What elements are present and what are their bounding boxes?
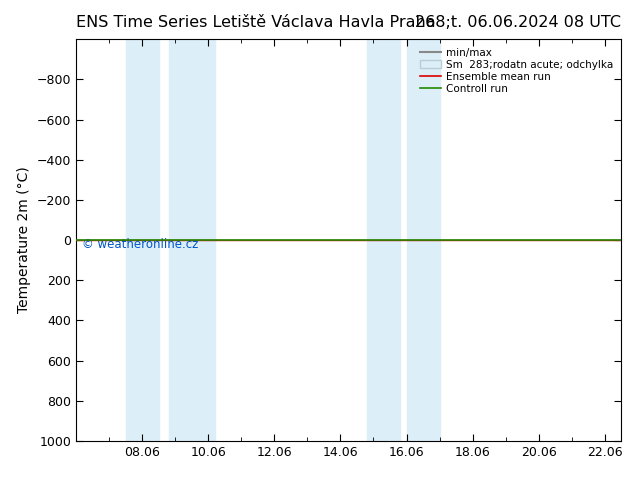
Bar bbox=[169, 39, 215, 441]
Y-axis label: Temperature 2m (°C): Temperature 2m (°C) bbox=[17, 167, 31, 314]
Text: © weatheronline.cz: © weatheronline.cz bbox=[82, 238, 198, 251]
Bar bbox=[406, 39, 439, 441]
Text: 268;t. 06.06.2024 08 UTC: 268;t. 06.06.2024 08 UTC bbox=[415, 15, 621, 30]
Text: ENS Time Series Letiště Václava Havla Praha: ENS Time Series Letiště Václava Havla Pr… bbox=[76, 15, 436, 30]
Bar bbox=[367, 39, 400, 441]
Bar bbox=[126, 39, 158, 441]
Legend: min/max, Sm  283;rodatn acute; odchylka, Ensemble mean run, Controll run: min/max, Sm 283;rodatn acute; odchylka, … bbox=[417, 45, 616, 97]
